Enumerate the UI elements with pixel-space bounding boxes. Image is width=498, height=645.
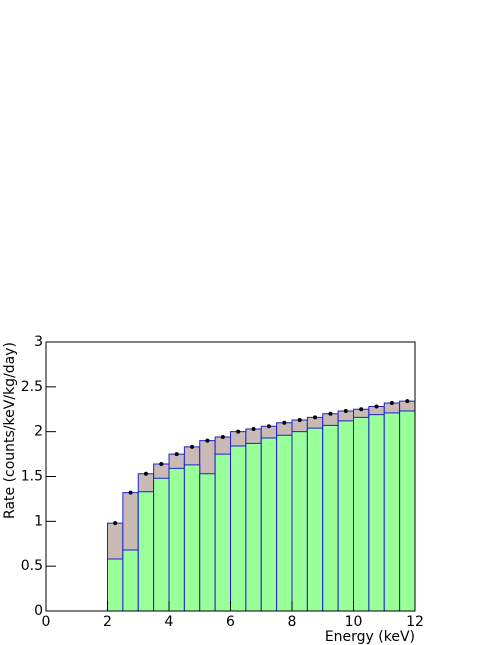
x-tick-label: 0 <box>42 614 51 630</box>
histogram-bar <box>153 477 170 611</box>
y-tick-label: 1.5 <box>21 469 43 485</box>
data-point <box>313 415 318 420</box>
histogram-bar <box>137 491 155 611</box>
histogram-bar <box>199 473 216 611</box>
y-tick-label: 0.5 <box>21 558 43 574</box>
x-tick-label: 10 <box>345 614 363 630</box>
data-point <box>251 426 256 431</box>
data-point <box>389 400 394 405</box>
histogram-bar <box>245 442 262 611</box>
histogram-bar <box>322 424 339 611</box>
x-tick-label: 6 <box>226 614 235 630</box>
y-tick-label: 3 <box>34 334 43 350</box>
data-point <box>159 461 164 466</box>
x-tick-label: 2 <box>103 614 112 630</box>
histogram-bar <box>368 414 385 611</box>
y-tick-label: 2 <box>34 424 43 440</box>
data-point <box>297 418 302 423</box>
data-point <box>405 399 410 404</box>
histogram-bar <box>291 431 308 611</box>
histogram-bar <box>383 412 401 611</box>
data-point <box>128 490 133 495</box>
data-point <box>190 444 195 449</box>
histogram-bar <box>107 558 124 611</box>
histogram-bar <box>183 464 201 611</box>
data-point <box>236 429 241 434</box>
histogram-bar <box>353 416 370 611</box>
y-tick-label: 2.5 <box>21 379 43 395</box>
histogram-bar <box>122 549 139 611</box>
data-point <box>220 435 225 440</box>
data-point <box>113 521 118 526</box>
data-point <box>328 411 333 416</box>
data-point <box>266 424 271 429</box>
histogram-bar <box>168 467 185 611</box>
y-tick-label: 0 <box>34 603 43 619</box>
x-tick-label: 12 <box>406 614 424 630</box>
histogram-bar <box>306 427 324 611</box>
y-axis-label: Rate (counts/keV/kg/day) <box>2 342 18 519</box>
histogram-bar <box>337 420 354 611</box>
data-point <box>174 452 179 457</box>
histogram-bar <box>276 434 293 611</box>
y-tick-label: 1 <box>34 513 43 529</box>
data-point <box>374 404 379 409</box>
data-point <box>282 420 287 425</box>
histogram-bar <box>214 453 231 611</box>
data-point <box>359 407 364 412</box>
histogram-bar <box>230 445 247 611</box>
data-point <box>205 438 210 443</box>
data-point <box>343 409 348 414</box>
x-axis-label: Energy (keV) <box>325 629 415 645</box>
histogram-bar <box>260 437 278 611</box>
histogram-bar <box>399 410 416 611</box>
x-tick-label: 4 <box>165 614 174 630</box>
data-point <box>143 471 148 476</box>
x-tick-label: 8 <box>288 614 297 630</box>
